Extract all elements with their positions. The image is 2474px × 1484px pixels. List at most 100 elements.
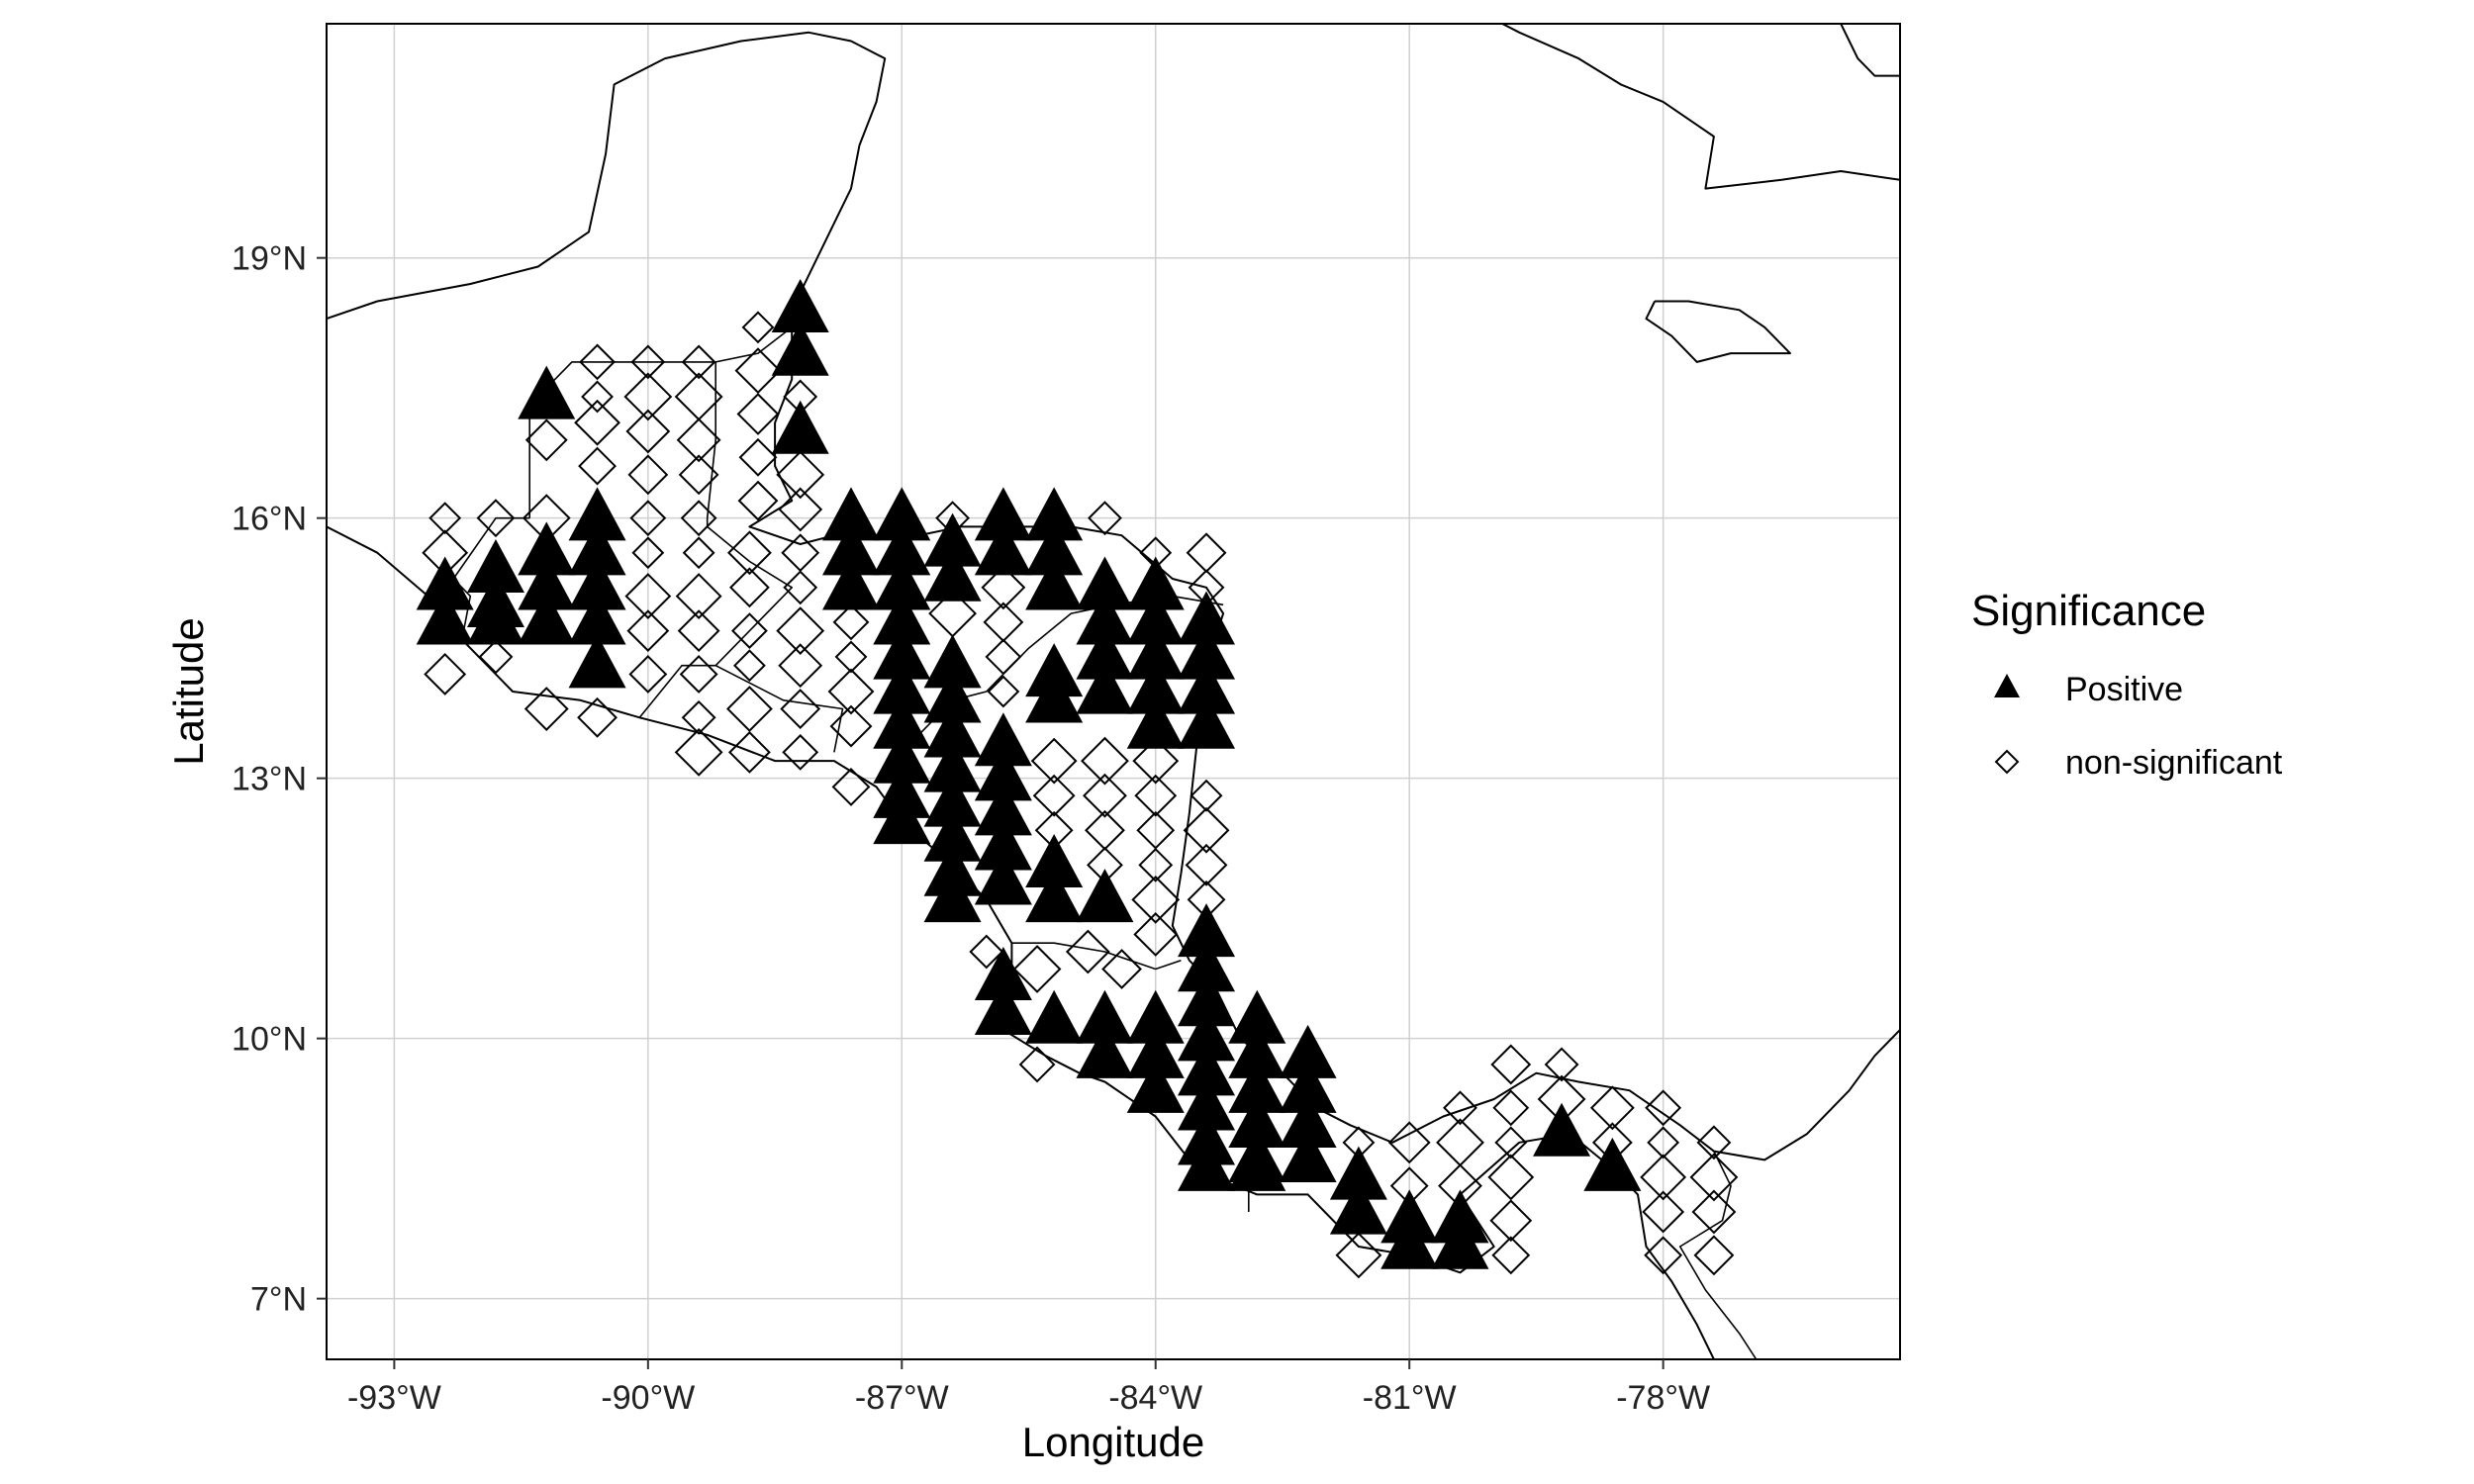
positive-point bbox=[568, 521, 626, 576]
x-tick-label: -81°W bbox=[1363, 1379, 1457, 1417]
non-significant-point bbox=[734, 347, 782, 395]
data-markers bbox=[416, 278, 1739, 1279]
non-significant-point bbox=[676, 417, 721, 463]
non-significant-point bbox=[577, 696, 618, 738]
positive-point bbox=[1076, 989, 1134, 1044]
positive-point bbox=[1178, 938, 1236, 992]
positive-point bbox=[1583, 1137, 1642, 1191]
positive-point bbox=[1126, 1024, 1185, 1078]
positive-point bbox=[1431, 1215, 1489, 1269]
positive-point bbox=[466, 591, 524, 645]
non-significant-point bbox=[1186, 532, 1227, 574]
non-significant-point bbox=[1134, 774, 1178, 817]
x-axis-ticks: -93°W -90°W -87°W -84°W -81°W -78°W bbox=[347, 1359, 1710, 1417]
non-significant-point bbox=[1387, 1121, 1431, 1164]
positive-point bbox=[1178, 1137, 1236, 1191]
non-significant-point bbox=[1018, 1046, 1056, 1083]
positive-point bbox=[1178, 1007, 1236, 1062]
non-significant-point bbox=[424, 653, 467, 696]
positive-point bbox=[923, 703, 982, 758]
positive-point bbox=[873, 591, 931, 645]
non-significant-point bbox=[969, 934, 1004, 970]
non-significant-point bbox=[981, 565, 1026, 610]
non-significant-point bbox=[832, 603, 870, 641]
non-significant-point bbox=[741, 311, 775, 344]
positive-point bbox=[822, 521, 880, 576]
positive-point bbox=[1178, 695, 1236, 749]
non-significant-point bbox=[780, 689, 821, 729]
non-significant-point bbox=[628, 655, 668, 694]
positive-point bbox=[1076, 556, 1134, 610]
legend: Significance Positive non-significant bbox=[1971, 587, 2283, 782]
positive-point bbox=[1228, 989, 1286, 1044]
positive-point bbox=[822, 556, 880, 610]
positive-point bbox=[1228, 1137, 1286, 1191]
non-significant-point bbox=[987, 675, 1020, 708]
non-significant-point bbox=[1494, 1126, 1528, 1159]
positive-point bbox=[923, 669, 982, 723]
non-significant-point bbox=[1644, 1236, 1683, 1275]
positive-point bbox=[1076, 660, 1134, 714]
non-significant-point bbox=[1083, 773, 1127, 818]
non-significant-point bbox=[1088, 501, 1122, 536]
x-tick-label: -84°W bbox=[1108, 1379, 1202, 1417]
positive-point bbox=[771, 322, 829, 376]
non-significant-point bbox=[1492, 1089, 1530, 1127]
non-significant-point bbox=[579, 343, 616, 381]
non-significant-point bbox=[1189, 779, 1223, 812]
non-significant-point bbox=[478, 639, 514, 675]
non-significant-point bbox=[681, 699, 716, 735]
non-significant-point bbox=[1642, 1190, 1685, 1234]
positive-point bbox=[466, 538, 524, 593]
non-significant-point bbox=[1030, 737, 1078, 785]
non-significant-point bbox=[677, 609, 720, 653]
non-significant-point bbox=[738, 437, 778, 477]
coastline bbox=[1840, 24, 1900, 77]
positive-point bbox=[974, 816, 1032, 871]
positive-point bbox=[1228, 1024, 1286, 1078]
positive-point bbox=[923, 738, 982, 792]
y-axis-ticks: 7°N 10°N 13°N 16°N 19°N bbox=[232, 240, 327, 1319]
non-significant-point bbox=[1032, 774, 1076, 817]
non-significant-point bbox=[682, 536, 715, 570]
positive-point bbox=[974, 851, 1032, 905]
country-border bbox=[1011, 942, 1182, 971]
positive-point bbox=[974, 946, 1032, 1000]
country-border bbox=[1678, 1151, 1758, 1359]
non-significant-point bbox=[834, 640, 868, 674]
positive-point bbox=[1025, 556, 1084, 610]
non-significant-point bbox=[783, 570, 818, 605]
positive-point bbox=[923, 807, 982, 862]
non-significant-point bbox=[578, 446, 617, 486]
positive-point bbox=[416, 591, 474, 645]
legend-diamond-icon bbox=[1994, 749, 2020, 775]
country-border bbox=[638, 525, 793, 718]
non-significant-point bbox=[1693, 1235, 1735, 1276]
non-significant-point bbox=[1436, 1118, 1484, 1167]
positive-point bbox=[1178, 625, 1236, 680]
positive-point bbox=[1076, 625, 1134, 680]
positive-point bbox=[1279, 1059, 1337, 1113]
positive-point bbox=[568, 556, 626, 610]
positive-point bbox=[518, 521, 576, 576]
positive-point bbox=[568, 634, 626, 689]
y-tick-label: 19°N bbox=[232, 240, 307, 278]
non-significant-point bbox=[727, 530, 772, 576]
non-significant-point bbox=[674, 727, 723, 777]
positive-point bbox=[974, 981, 1032, 1036]
non-significant-point bbox=[1335, 1232, 1382, 1279]
positive-point bbox=[974, 521, 1032, 576]
non-significant-point bbox=[728, 730, 771, 774]
non-significant-point bbox=[983, 602, 1024, 643]
positive-point bbox=[1025, 669, 1084, 723]
non-significant-point bbox=[1489, 1199, 1533, 1243]
positive-point bbox=[1076, 1024, 1134, 1078]
non-significant-point bbox=[631, 536, 665, 570]
positive-point bbox=[1228, 1059, 1286, 1113]
positive-point bbox=[771, 400, 829, 454]
y-tick-label: 7°N bbox=[250, 1281, 307, 1319]
country-border bbox=[715, 326, 793, 363]
positive-point bbox=[1178, 973, 1236, 1027]
non-significant-point bbox=[1490, 1044, 1532, 1085]
legend-label-non-significant: non-significant bbox=[2065, 744, 2283, 782]
